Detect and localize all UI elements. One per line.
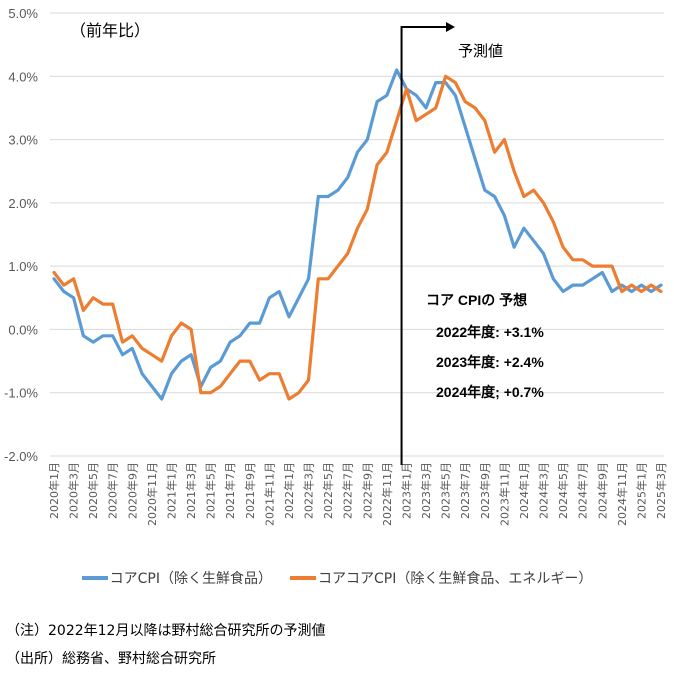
x-tick-label: 2022年1月 [282, 462, 296, 519]
y-tick-label: 5.0% [8, 6, 38, 21]
x-tick-label: 2021年11月 [262, 462, 276, 526]
legend-label-core-core-cpi: コアコアCPI（除く生鮮食品、エネルギー） [318, 571, 593, 587]
x-tick-label: 2020年3月 [67, 462, 81, 519]
annotation-title: コア CPIの 予想 [426, 292, 527, 308]
x-tick-label: 2020年9月 [125, 462, 139, 519]
annotation-line-2022: 2022年度: +3.1% [436, 324, 544, 340]
x-tick-label: 2021年3月 [184, 462, 198, 519]
x-tick-label: 2024年9月 [595, 462, 609, 519]
series-lines [52, 68, 663, 401]
x-tick-label: 2022年9月 [360, 462, 374, 519]
x-tick-label: 2024年7月 [576, 462, 590, 519]
annotation-line-2024: 2024年度; +0.7% [436, 384, 544, 400]
x-tick-label: 2020年11月 [145, 462, 159, 526]
legend-label-core-cpi: コアCPI（除く生鮮食品） [109, 571, 272, 587]
x-tick-label: 2020年5月 [86, 462, 100, 519]
line-chart: 5.0% 4.0% 3.0% 2.0% 1.0% 0.0% -1.0% -2.0% 2020年… [4, 6, 668, 526]
x-tick-label: 2025年3月 [654, 462, 668, 519]
legend-swatch-core-core-cpi [290, 576, 316, 580]
source-note: （出所）総務省、野村総合研究所 [6, 651, 216, 667]
x-tick-label: 2024年11月 [615, 462, 629, 526]
x-tick-label: 2022年5月 [321, 462, 335, 519]
x-tick-label: 2021年1月 [164, 462, 178, 519]
x-tick-label: 2023年11月 [497, 462, 511, 526]
legend-item-core-core-cpi: コアコアCPI（除く生鮮食品、エネルギー） [290, 568, 592, 588]
x-tick-label: 2024年1月 [517, 462, 531, 519]
y-tick-label: 2.0% [8, 196, 38, 211]
gridlines [50, 12, 664, 457]
forecast-annotation: コア CPIの 予想 2022年度: +3.1% 2023年度: +2.4% 2… [426, 292, 544, 400]
y-axis-ticks: 5.0% 4.0% 3.0% 2.0% 1.0% 0.0% -1.0% -2.0% [4, 6, 38, 464]
annotation-line-2023: 2023年度: +2.4% [436, 354, 544, 370]
x-axis-ticks: 2020年1月 2020年3月 2020年5月 2020年7月 2020年9月 2020年… [47, 462, 668, 526]
x-tick-label: 2021年7月 [223, 462, 237, 519]
x-tick-label: 2021年9月 [243, 462, 257, 519]
x-tick-label: 2023年5月 [439, 462, 453, 519]
x-tick-label: 2024年3月 [537, 462, 551, 519]
y-tick-label: -2.0% [4, 449, 38, 464]
footnote: （注）2022年12月以降は野村総合研究所の予測値 [6, 623, 326, 639]
y-tick-label: 3.0% [8, 133, 38, 148]
y-tick-label: -1.0% [4, 386, 38, 401]
x-tick-label: 2023年7月 [458, 462, 472, 519]
x-tick-label: 2021年5月 [204, 462, 218, 519]
x-tick-label: 2020年1月 [47, 462, 61, 519]
forecast-arrow [400, 26, 446, 465]
series-line-core-cpi [52, 68, 663, 401]
x-tick-label: 2023年3月 [419, 462, 433, 519]
x-tick-label: 2022年7月 [341, 462, 355, 519]
y-tick-label: 4.0% [8, 69, 38, 84]
legend-swatch-core-cpi [81, 576, 108, 580]
x-tick-label: 2023年1月 [399, 462, 413, 519]
x-tick-label: 2022年11月 [380, 462, 394, 526]
arrowhead-icon [446, 22, 455, 32]
x-tick-label: 2022年3月 [302, 462, 316, 519]
x-tick-label: 2020年7月 [106, 462, 120, 519]
series-line-core-core-cpi [52, 74, 663, 401]
y-tick-label: 1.0% [8, 259, 38, 274]
unit-label: （前年比） [70, 21, 150, 40]
x-tick-label: 2023年9月 [478, 462, 492, 519]
x-tick-label: 2024年5月 [556, 462, 570, 519]
chart-legend: コアCPI（除く生鮮食品） コアコアCPI（除く生鮮食品、エネルギー） [0, 568, 674, 588]
y-tick-label: 0.0% [8, 322, 38, 337]
x-tick-label: 2025年1月 [634, 462, 648, 519]
legend-item-core-cpi: コアCPI（除く生鮮食品） [81, 568, 272, 588]
forecast-marker: 予測値 [400, 22, 503, 465]
forecast-label: 予測値 [458, 42, 503, 60]
